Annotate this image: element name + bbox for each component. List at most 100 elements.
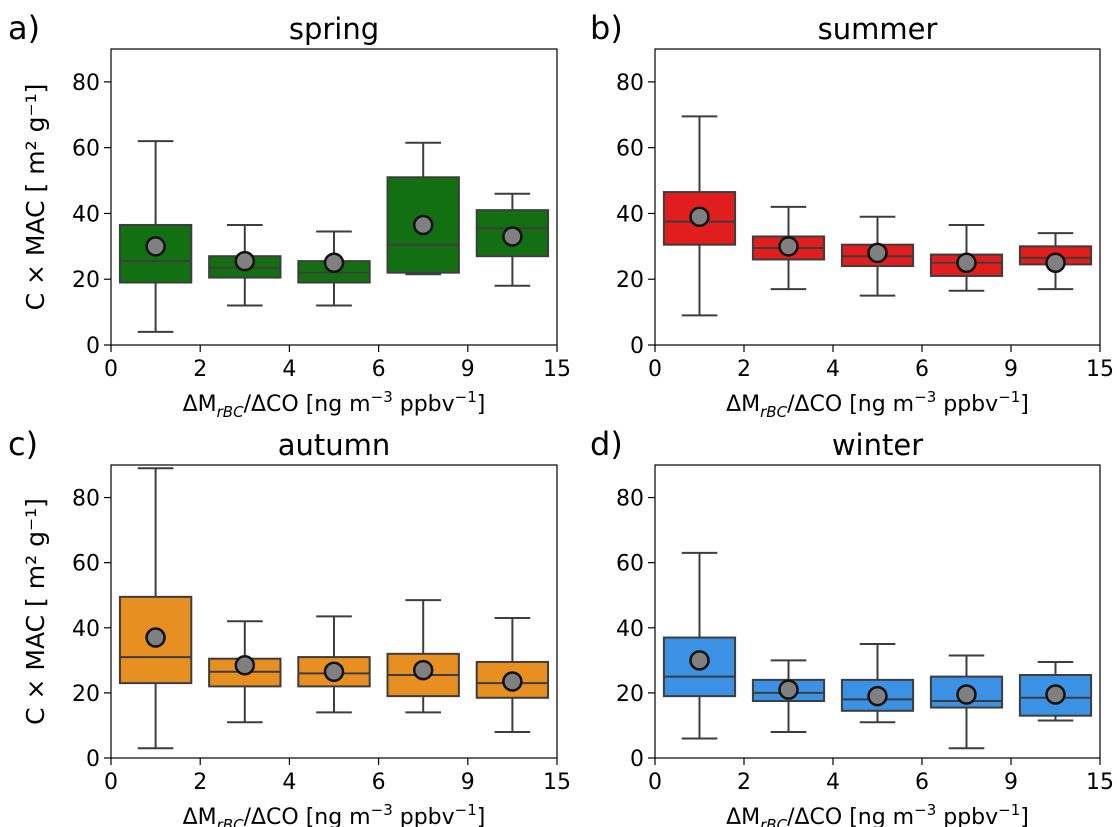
x-tick-label: 0	[648, 770, 662, 795]
x-tick-label: 6	[915, 770, 929, 795]
x-tick-label: 2	[193, 770, 207, 795]
plot-frame	[654, 48, 1101, 346]
box-0-2	[118, 467, 193, 750]
y-axis-label: C × MAC [ m² g⁻¹]	[21, 498, 50, 725]
x-axis-label: ΔMrBC/ΔCO [ng m−3 ppbv−1]	[726, 388, 1029, 421]
x-tick-label: 0	[104, 357, 118, 382]
box-4-6	[297, 615, 371, 714]
y-tick-label: 0	[630, 747, 644, 772]
mean-marker	[234, 250, 256, 272]
panel-summer: 0 20 40 60 80 0 2 4 6 9 15 summer b) ΔMrBC/ΔCO [ng m−…	[590, 9, 1114, 421]
panel-letter: d)	[590, 425, 623, 463]
plot-frame	[110, 48, 558, 346]
y-axis-label: C × MAC [ m² g⁻¹]	[21, 84, 50, 311]
box-0-2	[662, 115, 737, 317]
panel-spring: 0 20 40 60 80 0 2 4 6 9 15 spring a) ΔMrBC/ΔCO [ng m−…	[8, 9, 571, 421]
box-6-9	[929, 654, 1004, 750]
y-tick-label: 60	[72, 137, 100, 162]
x-tick-label: 15	[1086, 357, 1114, 382]
mean-marker	[323, 252, 345, 274]
x-tick-label: 15	[543, 770, 571, 795]
x-tick-label: 2	[193, 357, 207, 382]
x-tick-label: 9	[1004, 357, 1018, 382]
x-tick-label: 2	[737, 357, 751, 382]
panel-title: spring	[289, 12, 379, 46]
x-tick-label: 0	[104, 770, 118, 795]
x-tick-label: 2	[737, 770, 751, 795]
y-tick-label: 60	[616, 137, 644, 162]
panel-letter: c)	[8, 425, 38, 463]
x-tick-label: 4	[282, 770, 296, 795]
box-9-15	[475, 192, 550, 287]
box-0-2	[118, 140, 193, 333]
panel-letter: a)	[8, 9, 40, 47]
y-tick-label: 80	[616, 71, 644, 96]
mean-marker	[956, 252, 977, 274]
box-0-2	[662, 551, 737, 740]
box-6-9	[386, 599, 460, 714]
panel-title: winter	[832, 428, 923, 462]
panel-winter: 0 20 40 60 80 0 2 4 6 9 15 winter d) ΔMrBC/ΔCO [ng m−…	[590, 425, 1114, 827]
x-axis-label: ΔMrBC/ΔCO [ng m−3 ppbv−1]	[726, 801, 1029, 827]
x-tick-label: 15	[1086, 770, 1114, 795]
y-tick-label: 40	[72, 202, 100, 227]
x-tick-label: 0	[648, 357, 662, 382]
mean-marker	[412, 659, 434, 681]
x-tick-label: 15	[543, 357, 571, 382]
x-tick-label: 4	[826, 770, 840, 795]
mean-marker	[145, 627, 166, 648]
mean-marker	[502, 226, 523, 247]
box-9-15	[1018, 660, 1093, 722]
y-tick-label: 20	[72, 682, 100, 707]
panel-title: summer	[818, 12, 938, 46]
x-tick-label: 6	[372, 770, 386, 795]
mean-marker	[689, 206, 710, 227]
panel-title: autumn	[278, 428, 391, 462]
box-6-9	[386, 141, 460, 276]
mean-marker	[689, 650, 710, 671]
plot-frame	[110, 464, 558, 759]
y-tick-label: 60	[72, 552, 100, 577]
x-tick-label: 6	[372, 357, 386, 382]
mean-marker	[502, 671, 523, 692]
y-tick-label: 20	[72, 268, 100, 293]
mean-marker	[145, 236, 166, 257]
panel-autumn: 0 20 40 60 80 0 2 4 6 9 15 autumn c) ΔMrBC/ΔCO [ng m−…	[8, 425, 571, 827]
y-tick-label: 40	[616, 202, 644, 227]
box-9-15	[1018, 232, 1093, 291]
y-tick-label: 20	[616, 268, 644, 293]
mean-marker	[234, 654, 256, 676]
y-tick-label: 40	[72, 617, 100, 642]
plot-frame	[654, 464, 1101, 759]
y-tick-label: 80	[72, 487, 100, 512]
box-6-9	[929, 223, 1004, 292]
x-tick-label: 4	[826, 357, 840, 382]
y-tick-label: 80	[616, 487, 644, 512]
mean-marker	[956, 684, 977, 705]
y-tick-label: 0	[630, 334, 644, 359]
box-2-4	[208, 620, 282, 724]
mean-marker	[778, 236, 799, 257]
box-2-4	[751, 205, 826, 291]
y-tick-label: 0	[86, 334, 100, 359]
x-tick-label: 4	[282, 357, 296, 382]
mean-marker	[867, 242, 888, 264]
mean-marker	[1045, 252, 1066, 274]
y-tick-label: 80	[72, 71, 100, 96]
mean-marker	[778, 679, 799, 700]
box-2-4	[751, 659, 826, 733]
x-axis-label: ΔMrBC/ΔCO [ng m−3 ppbv−1]	[183, 388, 486, 421]
mean-marker	[1045, 684, 1066, 705]
box-9-15	[475, 617, 550, 733]
box-2-4	[208, 223, 282, 307]
x-tick-label: 9	[461, 770, 475, 795]
y-tick-label: 60	[616, 552, 644, 577]
mean-marker	[323, 661, 345, 682]
y-tick-label: 0	[86, 747, 100, 772]
x-tick-label: 9	[1004, 770, 1018, 795]
box-4-6	[840, 215, 915, 297]
x-axis-label: ΔMrBC/ΔCO [ng m−3 ppbv−1]	[183, 801, 486, 827]
x-tick-label: 6	[915, 357, 929, 382]
y-tick-label: 20	[616, 682, 644, 707]
